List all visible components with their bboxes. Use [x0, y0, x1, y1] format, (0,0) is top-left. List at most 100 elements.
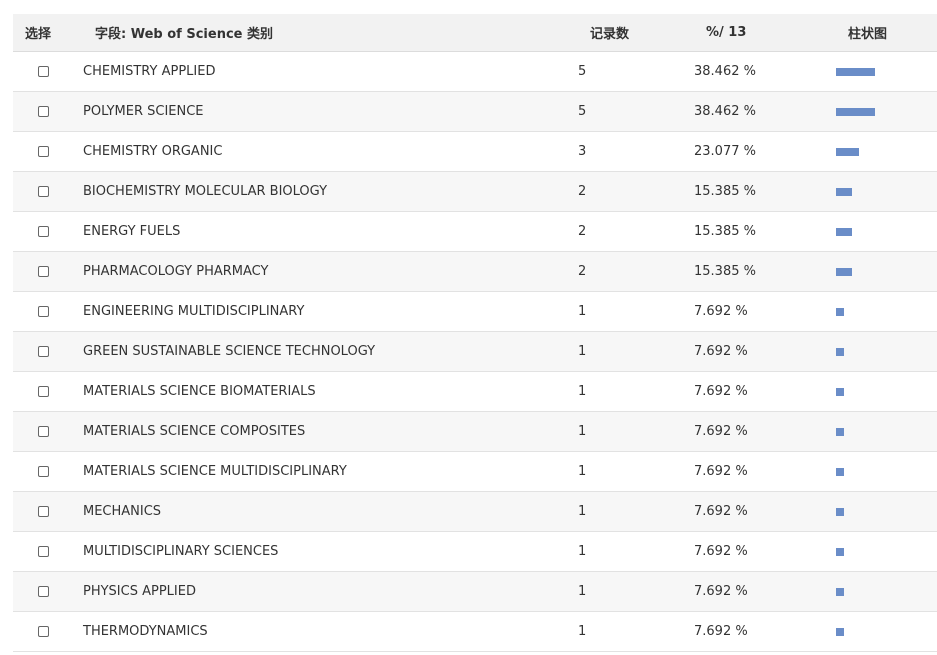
table-row: ENERGY FUELS 2 15.385 % [13, 212, 937, 252]
bar-cell [836, 147, 937, 156]
results-analysis-table: 选择 字段: Web of Science 类别 记录数 %/ 13 柱状图 C… [13, 14, 937, 652]
record-count: 1 [578, 344, 587, 359]
category-name: CHEMISTRY ORGANIC [83, 144, 223, 159]
table-row: ENGINEERING MULTIDISCIPLINARY 1 7.692 % [13, 292, 937, 332]
row-select-cell [13, 386, 83, 397]
table-row: PHYSICS APPLIED 1 7.692 % [13, 572, 937, 612]
record-count: 1 [578, 624, 587, 639]
record-count: 1 [578, 584, 587, 599]
bar-cell [836, 427, 937, 436]
row-select-cell [13, 626, 83, 637]
record-count: 1 [578, 304, 587, 319]
row-select-cell [13, 226, 83, 237]
table-row: MATERIALS SCIENCE COMPOSITES 1 7.692 % [13, 412, 937, 452]
percent-bar [836, 147, 859, 156]
percent-bar [836, 427, 844, 436]
row-select-cell [13, 466, 83, 477]
bar-cell [836, 387, 937, 396]
percent-bar [836, 347, 844, 356]
category-name: PHARMACOLOGY PHARMACY [83, 264, 269, 279]
record-percent: 23.077 % [694, 144, 756, 159]
table-row: GREEN SUSTAINABLE SCIENCE TECHNOLOGY 1 7.6… [13, 332, 937, 372]
category-name: PHYSICS APPLIED [83, 584, 196, 599]
bar-cell [836, 467, 937, 476]
table-row: BIOCHEMISTRY MOLECULAR BIOLOGY 2 15.385 % [13, 172, 937, 212]
table-header: 选择 字段: Web of Science 类别 记录数 %/ 13 柱状图 [13, 14, 937, 52]
row-checkbox[interactable] [38, 306, 49, 317]
table-row: MATERIALS SCIENCE BIOMATERIALS 1 7.692 % [13, 372, 937, 412]
record-percent: 7.692 % [694, 424, 748, 439]
row-checkbox[interactable] [38, 146, 49, 157]
record-percent: 7.692 % [694, 384, 748, 399]
table-row: CHEMISTRY APPLIED 5 38.462 % [13, 52, 937, 92]
row-checkbox[interactable] [38, 266, 49, 277]
category-name: BIOCHEMISTRY MOLECULAR BIOLOGY [83, 184, 328, 199]
percent-bar [836, 267, 852, 276]
record-percent: 7.692 % [694, 584, 748, 599]
record-percent: 7.692 % [694, 344, 748, 359]
bar-cell [836, 587, 937, 596]
bar-cell [836, 507, 937, 516]
category-name: MATERIALS SCIENCE BIOMATERIALS [83, 384, 316, 399]
percent-bar [836, 587, 844, 596]
header-bar-chart: 柱状图 [848, 27, 888, 42]
percent-bar [836, 467, 844, 476]
header-field: 字段: Web of Science 类别 [95, 27, 274, 42]
percent-bar [836, 227, 852, 236]
table-row: THERMODYNAMICS 1 7.692 % [13, 612, 937, 652]
percent-bar [836, 187, 852, 196]
table-row: MECHANICS 1 7.692 % [13, 492, 937, 532]
row-select-cell [13, 66, 83, 77]
row-select-cell [13, 266, 83, 277]
row-checkbox[interactable] [38, 466, 49, 477]
row-checkbox[interactable] [38, 626, 49, 637]
bar-cell [836, 547, 937, 556]
row-checkbox[interactable] [38, 386, 49, 397]
row-select-cell [13, 506, 83, 517]
header-count: 记录数 [590, 27, 630, 42]
record-percent: 7.692 % [694, 304, 748, 319]
record-percent: 7.692 % [694, 624, 748, 639]
record-percent: 38.462 % [694, 104, 756, 119]
row-checkbox[interactable] [38, 506, 49, 517]
header-percent: %/ 13 [706, 25, 747, 40]
row-checkbox[interactable] [38, 186, 49, 197]
row-checkbox[interactable] [38, 106, 49, 117]
record-percent: 7.692 % [694, 504, 748, 519]
bar-cell [836, 307, 937, 316]
table-body: CHEMISTRY APPLIED 5 38.462 % POLYMER SCIENC… [13, 52, 937, 652]
row-checkbox[interactable] [38, 586, 49, 597]
percent-bar [836, 547, 844, 556]
bar-cell [836, 347, 937, 356]
record-count: 5 [578, 104, 587, 119]
row-checkbox[interactable] [38, 226, 49, 237]
record-count: 3 [578, 144, 587, 159]
row-checkbox[interactable] [38, 346, 49, 357]
category-name: THERMODYNAMICS [83, 624, 208, 639]
category-name: MULTIDISCIPLINARY SCIENCES [83, 544, 279, 559]
table-row: MATERIALS SCIENCE MULTIDISCIPLINARY 1 7.69… [13, 452, 937, 492]
row-select-cell [13, 586, 83, 597]
record-percent: 15.385 % [694, 184, 756, 199]
row-checkbox[interactable] [38, 426, 49, 437]
record-count: 1 [578, 464, 587, 479]
record-percent: 15.385 % [694, 264, 756, 279]
record-count: 2 [578, 264, 587, 279]
bar-cell [836, 107, 937, 116]
record-count: 1 [578, 384, 587, 399]
header-select: 选择 [25, 27, 52, 42]
percent-bar [836, 107, 875, 116]
percent-bar [836, 627, 844, 636]
record-percent: 38.462 % [694, 64, 756, 79]
record-count: 1 [578, 504, 587, 519]
row-select-cell [13, 426, 83, 437]
table-row: PHARMACOLOGY PHARMACY 2 15.385 % [13, 252, 937, 292]
record-count: 2 [578, 184, 587, 199]
row-checkbox[interactable] [38, 66, 49, 77]
row-select-cell [13, 146, 83, 157]
percent-bar [836, 307, 844, 316]
row-select-cell [13, 306, 83, 317]
row-checkbox[interactable] [38, 546, 49, 557]
record-percent: 15.385 % [694, 224, 756, 239]
category-name: MATERIALS SCIENCE MULTIDISCIPLINARY [83, 464, 347, 479]
